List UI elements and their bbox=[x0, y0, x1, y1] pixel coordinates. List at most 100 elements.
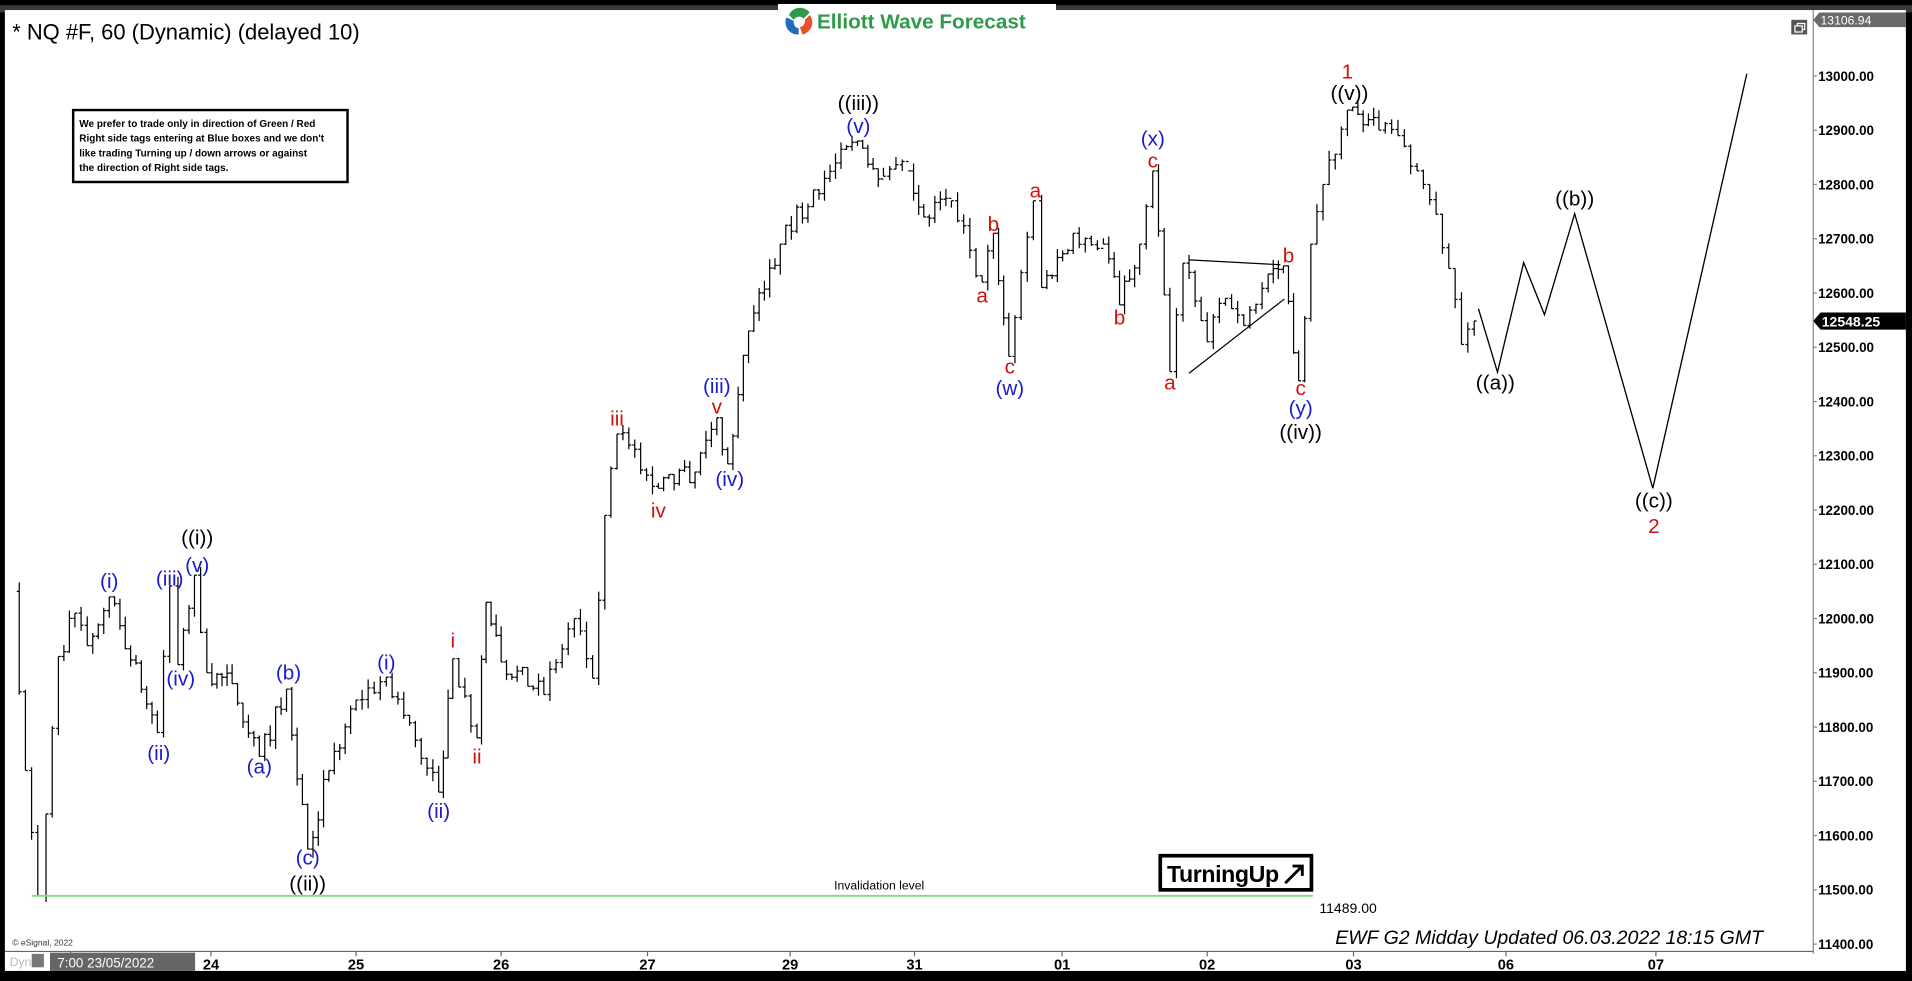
ohlc-bar bbox=[687, 460, 693, 484]
ohlc-bar bbox=[584, 621, 589, 669]
y-tick-label: 11700.00 bbox=[1818, 774, 1873, 789]
ohlc-bar bbox=[72, 612, 78, 628]
ohlc-bar bbox=[1180, 262, 1186, 322]
ohlc-bar bbox=[493, 614, 499, 637]
ohlc-bar bbox=[235, 683, 240, 706]
ohlc-bar bbox=[525, 666, 531, 687]
ohlc-bar bbox=[805, 203, 811, 223]
ohlc-bar bbox=[1350, 106, 1356, 112]
ohlc-bar bbox=[240, 702, 246, 728]
ohlc-bar bbox=[772, 258, 778, 270]
symbol-title: * NQ #F, 60 (Dynamic) (delayed 10) bbox=[12, 19, 359, 44]
ohlc-bar bbox=[916, 184, 922, 216]
ohlc-bar bbox=[1314, 204, 1320, 245]
ohlc-bar bbox=[112, 596, 118, 607]
ohlc-bar bbox=[1326, 150, 1332, 186]
ohlc-bar bbox=[407, 714, 413, 726]
ohlc-bar bbox=[730, 433, 736, 470]
ohlc-bar bbox=[214, 672, 220, 689]
ohlc-bar bbox=[911, 163, 917, 201]
wave-label: i bbox=[450, 630, 455, 653]
ohlc-bar bbox=[389, 672, 395, 699]
ohlc-bar bbox=[822, 170, 827, 201]
ohlc-bar bbox=[1465, 322, 1471, 353]
ohlc-bar bbox=[932, 195, 938, 223]
ohlc-bar bbox=[756, 288, 762, 322]
ohlc-bar bbox=[1156, 164, 1161, 237]
turning-badge-label: TurningUp bbox=[1167, 861, 1279, 887]
ohlc-bar bbox=[1338, 126, 1344, 160]
ohlc-bar bbox=[504, 659, 509, 681]
ohlc-bar bbox=[833, 153, 838, 179]
ohlc-bar bbox=[456, 657, 462, 688]
ohlc-bar bbox=[1012, 315, 1018, 364]
ohlc-bar bbox=[794, 204, 800, 234]
wave-label: (b) bbox=[276, 662, 301, 685]
wave-label: v bbox=[712, 396, 723, 419]
restore-window-button[interactable] bbox=[1791, 19, 1808, 35]
wave-labels: ((i))(v)(iii)(i)(iv)(ii)(a)(b)(c)((ii))(… bbox=[100, 60, 1673, 895]
ohlc-bar bbox=[1100, 238, 1106, 250]
ohlc-bar bbox=[1286, 265, 1291, 305]
ohlc-bar bbox=[1355, 99, 1361, 116]
wave-label: (x) bbox=[1141, 128, 1165, 151]
ohlc-bar bbox=[559, 644, 565, 669]
ohlc-bar bbox=[990, 232, 996, 259]
wave-label: ((v)) bbox=[1330, 82, 1368, 105]
ohlc-bar bbox=[703, 430, 709, 459]
y-tick-label: 11400.00 bbox=[1818, 937, 1873, 952]
wave-label: ((ii)) bbox=[289, 873, 326, 896]
ohlc-bar bbox=[870, 158, 876, 170]
ohlc-bar bbox=[1076, 227, 1082, 249]
x-tick-label: 25 bbox=[348, 958, 364, 974]
ohlc-bar bbox=[95, 623, 101, 640]
ohlc-bar bbox=[816, 188, 822, 200]
ohlc-bar bbox=[365, 679, 371, 709]
ohlc-bar bbox=[719, 417, 725, 456]
ohlc-bar bbox=[219, 672, 225, 687]
y-tick-label: 12900.00 bbox=[1818, 123, 1874, 138]
ohlc-bar bbox=[676, 468, 682, 486]
wave-overlays: Invalidation level 11489.00 bbox=[31, 73, 1748, 916]
x-tick-label: 31 bbox=[906, 958, 922, 974]
ohlc-bar bbox=[61, 645, 67, 662]
ohlc-bar bbox=[395, 691, 401, 705]
ohlc-bar bbox=[198, 567, 204, 634]
invalidation-label: Invalidation level bbox=[834, 879, 924, 893]
copyright: © eSignal, 2022 bbox=[12, 937, 73, 947]
ohlc-bar bbox=[474, 723, 480, 739]
ohlc-bar bbox=[377, 676, 383, 701]
ohlc-bar bbox=[860, 139, 866, 149]
x-axis[interactable]: Dyn 7:00 23/05/2022 24 25 26 27 29 31 01 02 03 06… bbox=[4, 950, 1906, 981]
ohlc-bar bbox=[967, 218, 973, 259]
x-tick-label: 06 bbox=[1498, 958, 1514, 974]
ohlc-bar bbox=[246, 714, 251, 738]
x-tick-label: 07 bbox=[1648, 958, 1664, 974]
ohlc-bar bbox=[161, 650, 166, 738]
ohlc-bar bbox=[440, 750, 446, 799]
x-tick-label: 03 bbox=[1345, 958, 1361, 974]
top-price-marker bbox=[1813, 12, 1906, 28]
ohlc-bar bbox=[430, 759, 436, 782]
ohlc-bar bbox=[1049, 274, 1055, 280]
wave-label: ((a)) bbox=[1476, 371, 1515, 394]
ohlc-bar bbox=[326, 769, 332, 782]
ohlc-bar bbox=[1265, 273, 1271, 293]
y-tick-label: 12200.00 bbox=[1818, 503, 1874, 518]
ohlc-bar bbox=[547, 661, 553, 701]
ohlc-bar bbox=[783, 224, 789, 245]
ohlc-bar bbox=[353, 699, 359, 711]
ohlc-bar bbox=[1420, 169, 1426, 190]
ohlc-bar bbox=[101, 607, 107, 635]
ohlc-bar bbox=[751, 305, 757, 332]
y-tick-label: 11500.00 bbox=[1818, 883, 1873, 898]
ohlc-bar bbox=[1439, 213, 1445, 254]
ohlc-bar bbox=[553, 659, 559, 674]
ohlc-bar bbox=[1127, 269, 1133, 282]
ohlc-bar bbox=[638, 442, 644, 475]
wave-label: (iv) bbox=[166, 668, 195, 691]
y-tick-label: 12600.00 bbox=[1818, 286, 1874, 301]
ohlc-bar bbox=[294, 727, 300, 786]
y-axis[interactable]: 11400.00 11500.00 11600.00 11700.00 11800.00… bbox=[1812, 10, 1906, 954]
